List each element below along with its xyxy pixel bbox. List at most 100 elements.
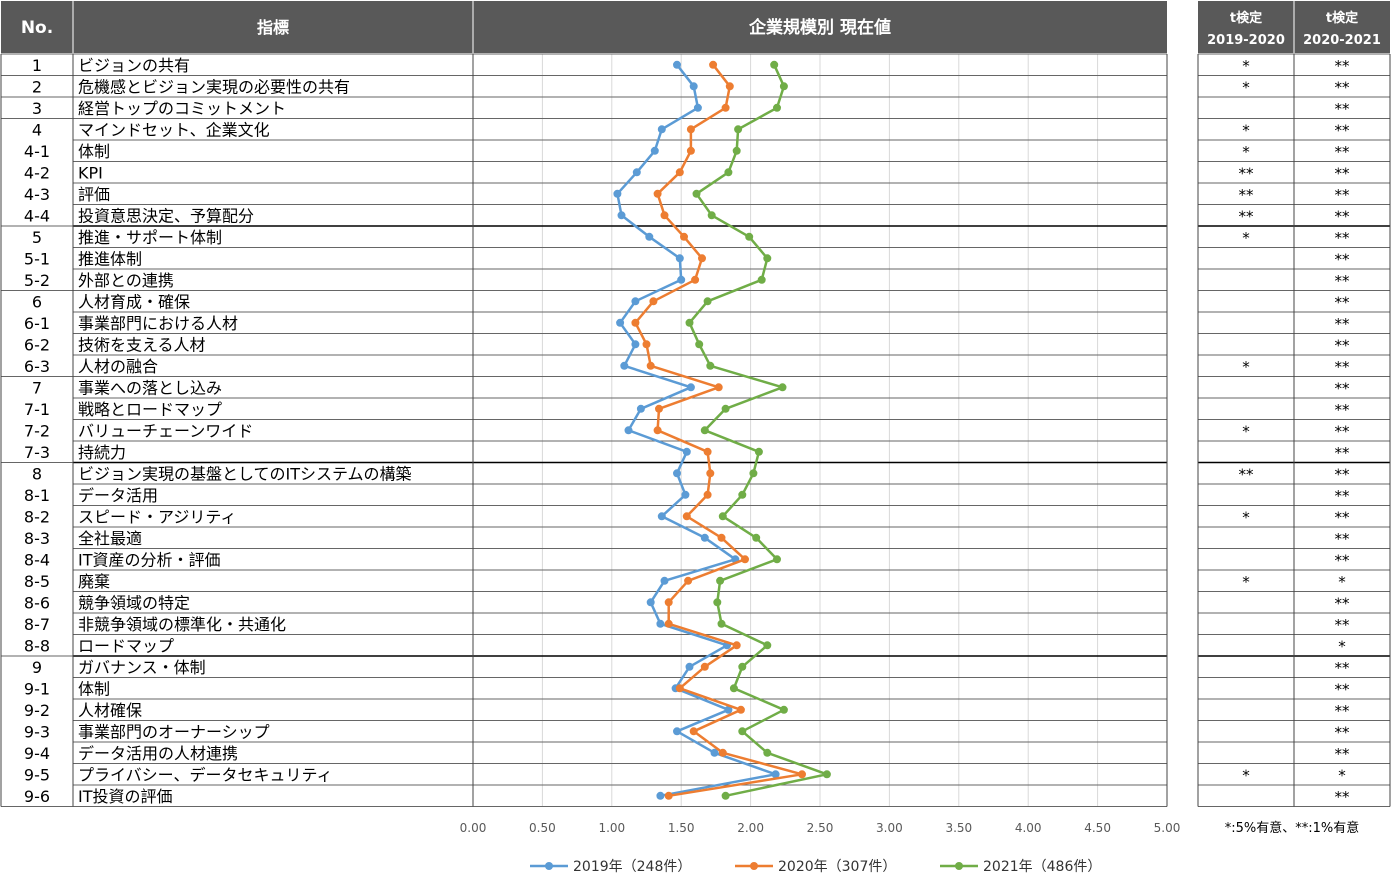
header-no: No. [21, 18, 53, 38]
data-point [646, 598, 655, 607]
table-header: No. 指標 企業規模別 現在値 t検定 2019-2020 t検定 2020-… [1, 1, 1390, 53]
x-tick-label: 5.00 [1154, 821, 1181, 835]
row-label: 事業部門のオーナーシップ [78, 722, 270, 741]
data-point [649, 297, 658, 306]
ttest-2019-2020: * [1242, 121, 1250, 139]
data-point [685, 662, 694, 671]
row-no: 3 [32, 99, 42, 118]
ttest-2020-2021: ** [1335, 530, 1351, 548]
header-ttest2-line2: 2020-2021 [1303, 33, 1381, 48]
x-tick-label: 4.50 [1084, 821, 1111, 835]
data-point [741, 555, 749, 564]
data-point [709, 60, 718, 69]
ttest-2020-2021: ** [1335, 680, 1351, 698]
data-point [703, 297, 712, 306]
row-no: 9-5 [24, 765, 50, 784]
data-point [682, 447, 691, 456]
data-point [691, 275, 700, 284]
ttest-2020-2021: ** [1335, 594, 1351, 612]
x-tick-label: 2.50 [807, 821, 834, 835]
data-point [624, 426, 633, 435]
data-point [650, 146, 659, 155]
data-point [771, 770, 780, 779]
legend-label: 2021年（486件） [983, 859, 1101, 875]
row-no: 5 [32, 228, 42, 247]
row-label: 事業への落とし込み [78, 378, 222, 397]
data-point [745, 232, 754, 241]
ttest-2020-2021: ** [1335, 186, 1351, 204]
row-no: 8-7 [24, 615, 50, 634]
data-point [779, 705, 788, 714]
data-point [707, 211, 716, 220]
row-no: 9-4 [24, 744, 50, 763]
data-point [729, 684, 738, 693]
row-no: 6-1 [24, 314, 50, 333]
row-no: 8-2 [24, 507, 50, 526]
row-no: 4-3 [24, 185, 50, 204]
header-chart-title: 企業規模別 現在値 [748, 17, 891, 38]
data-point [718, 748, 727, 757]
data-point [724, 168, 733, 177]
data-point [695, 340, 704, 349]
row-label: 廃棄 [78, 572, 110, 591]
data-point [754, 447, 763, 456]
data-point [721, 103, 730, 112]
data-point [713, 598, 722, 607]
row-no: 9 [32, 658, 42, 677]
data-point [673, 469, 681, 478]
data-point [725, 82, 734, 91]
row-no: 9-3 [24, 722, 50, 741]
ttest-2020-2021: ** [1335, 422, 1351, 440]
ttest-2020-2021: ** [1335, 508, 1351, 526]
data-point [684, 576, 693, 585]
ttest-2020-2021: * [1338, 573, 1346, 591]
x-tick-label: 3.00 [876, 821, 903, 835]
ttest-2020-2021: ** [1335, 250, 1351, 268]
data-point [773, 555, 781, 564]
row-label: プライバシー、データセキュリティ [78, 765, 333, 784]
ttest-2019-2020: * [1242, 229, 1250, 247]
data-point [763, 641, 772, 650]
row-no: 8-3 [24, 529, 50, 548]
ttest-2020-2021: ** [1335, 487, 1351, 505]
row-label: IT資産の分析・評価 [78, 550, 221, 569]
ttest-2019-2020: * [1242, 508, 1250, 526]
data-point [675, 168, 684, 177]
legend-marker [545, 862, 553, 870]
ttest-2020-2021: ** [1335, 788, 1351, 806]
row-label: 評価 [78, 185, 110, 204]
data-point [698, 254, 706, 263]
data-point [749, 469, 758, 478]
row-label: 投資意思決定、予算配分 [78, 206, 254, 225]
ttest-2019-2020: * [1242, 57, 1250, 75]
row-no: 9-1 [24, 679, 50, 698]
row-no: 2 [32, 77, 42, 96]
ttest-2020-2021: ** [1335, 164, 1351, 182]
row-no: 4 [32, 120, 42, 139]
data-point [763, 254, 772, 263]
row-label: 事業部門における人材 [78, 314, 238, 333]
data-point [738, 662, 747, 671]
data-point [680, 232, 688, 241]
row-label: 持続力 [78, 443, 126, 462]
series-layer [613, 60, 831, 800]
data-point [763, 748, 772, 757]
data-point [664, 598, 673, 607]
row-no: 6-2 [24, 335, 50, 354]
row-label: 人材育成・確保 [78, 292, 190, 311]
x-tick-label: 4.00 [1015, 821, 1042, 835]
row-no: 8-5 [24, 572, 50, 591]
row-no: 8-6 [24, 593, 50, 612]
header-bg-main [1, 1, 1167, 53]
row-label: 競争領域の特定 [78, 593, 190, 612]
ttest-2019-2020: * [1242, 358, 1250, 376]
ttest-2020-2021: ** [1335, 121, 1351, 139]
row-no: 7-3 [24, 443, 50, 462]
ttest-2020-2021: ** [1335, 551, 1351, 569]
ttest-2019-2020: ** [1239, 465, 1255, 483]
ttest-2020-2021: ** [1335, 465, 1351, 483]
row-label: ビジョン実現の基盤としてのITシステムの構築 [78, 464, 412, 483]
data-point [710, 748, 719, 757]
data-point [770, 60, 779, 69]
row-label: データ活用の人材連携 [78, 744, 238, 763]
